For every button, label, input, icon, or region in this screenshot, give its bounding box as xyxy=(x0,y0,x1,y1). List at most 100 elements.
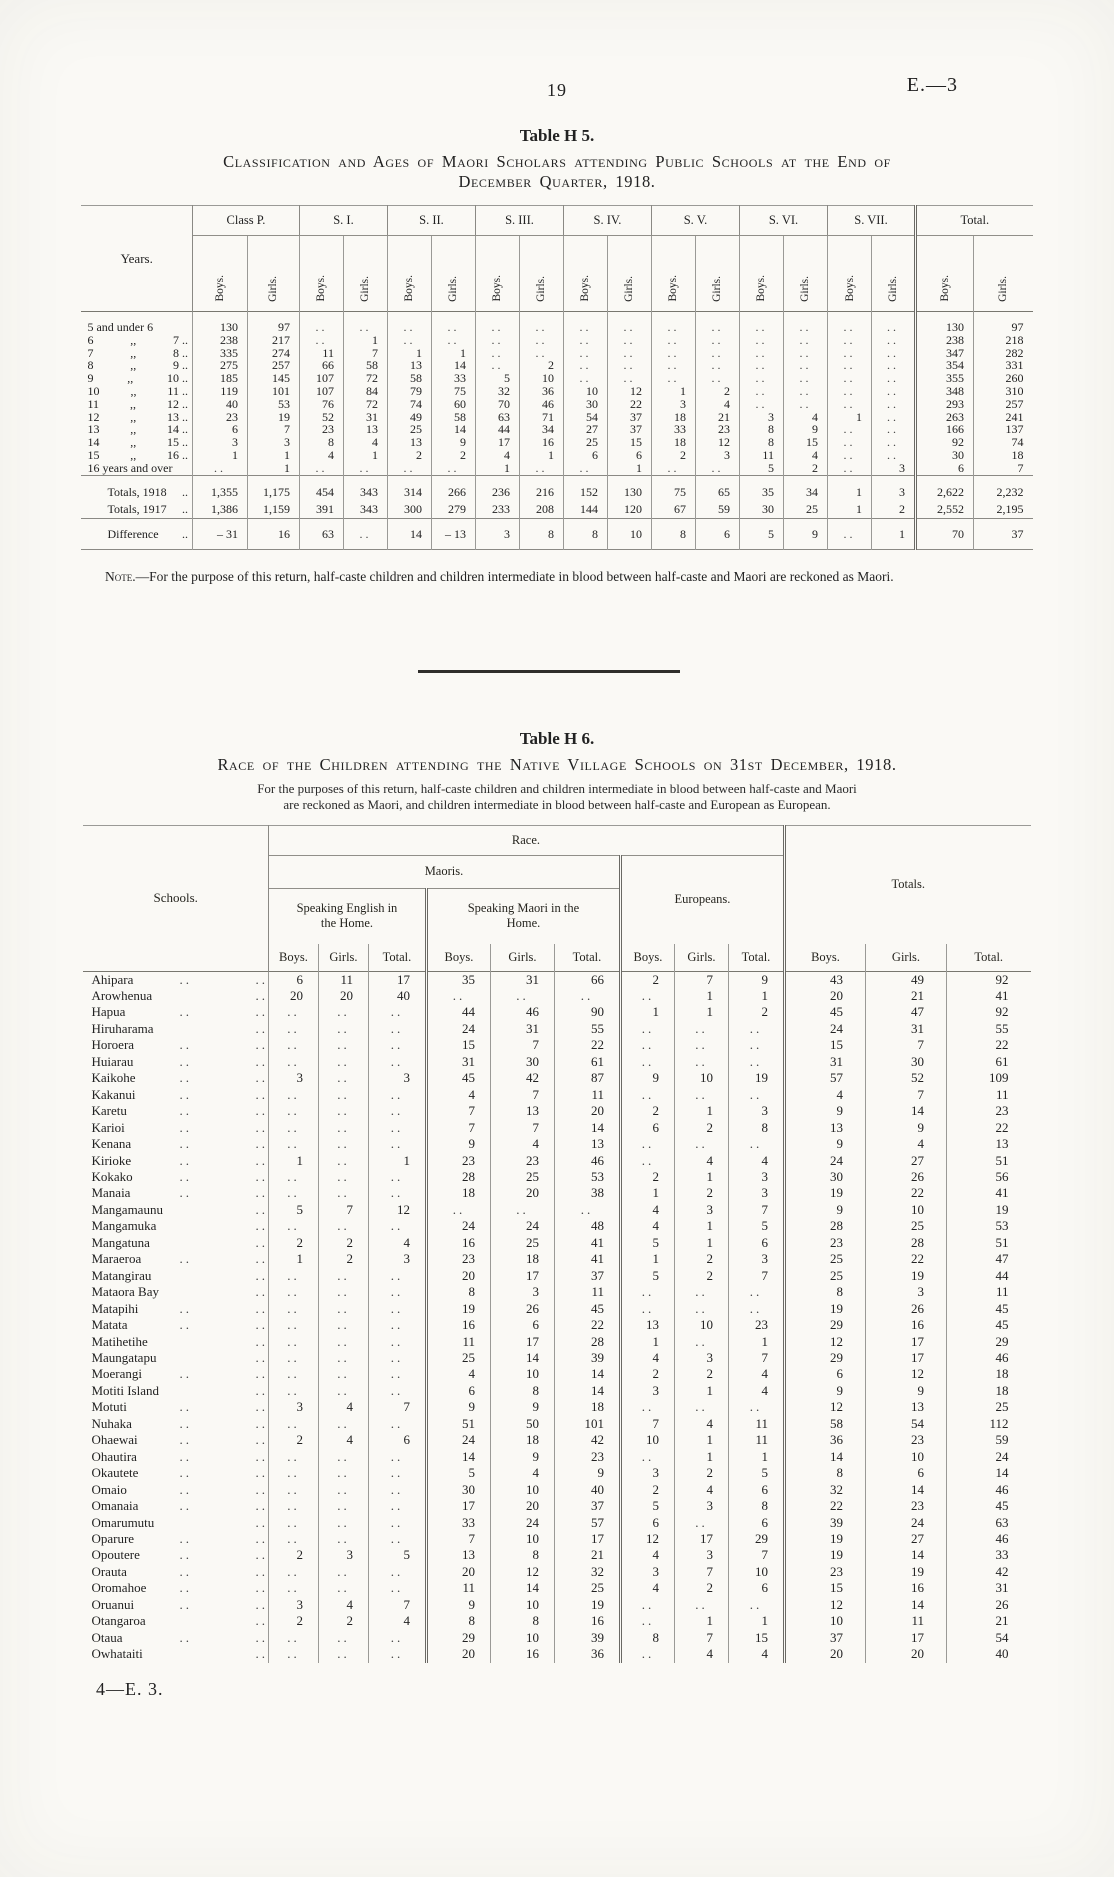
h6-school-label: Omarumutu.. xyxy=(83,1515,268,1531)
h5-cell: 347 xyxy=(914,346,974,360)
h5-cell: 97 xyxy=(246,311,300,334)
h6-cell: 19 xyxy=(782,1547,866,1564)
h6-cell: 23 xyxy=(489,1152,555,1169)
h5-cell: 119 xyxy=(191,385,248,398)
h5-girls-header: Girls. xyxy=(606,235,652,312)
h6-cell: 2 xyxy=(673,1366,729,1383)
h5-cell: .. xyxy=(871,372,916,385)
h6-school-label: Orauta.... xyxy=(83,1564,268,1580)
school-name: Omanaia xyxy=(91,1498,139,1514)
h5-cell: .. xyxy=(650,359,696,373)
h6-cell: 4 xyxy=(727,1646,785,1663)
leader-dots: .. xyxy=(255,988,268,1004)
h5-totals-rows: Totals, 1918.. 1,355 1,175 454 343 314 266 236 2… xyxy=(81,475,1033,519)
h6-cell: .. xyxy=(317,1185,369,1202)
h6-cell: .. xyxy=(367,1020,427,1038)
h5-row: 12,, 13 .. 23 19 52 31 49 58 63 71 54 37 18 21 3 4 1.. 26… xyxy=(81,410,1033,424)
h6-row: Maraeroa.... 1 2 3 23 18 41 1 2 3 25 22 47 xyxy=(83,1251,1031,1268)
h6-row: Ohaewai.... 2 4 6 24 18 42 10 1 11 36 23 59 xyxy=(83,1432,1031,1449)
h6-cell: .. xyxy=(267,1415,319,1433)
h6-cell: .. xyxy=(267,1103,319,1120)
h5-cell: 343 xyxy=(342,500,388,519)
h6-cell: 31 xyxy=(424,1053,491,1071)
h5-cell: 218 xyxy=(972,333,1033,347)
h6-cell: 20 xyxy=(424,1267,491,1285)
h6-cell: 1 xyxy=(727,1333,785,1350)
h5-cell: 10 xyxy=(606,518,652,550)
h6-cell: 8 xyxy=(489,1382,555,1400)
h5-cell: 9 xyxy=(430,436,476,449)
h5-cell: 144 xyxy=(562,500,608,519)
h6-cell: .. xyxy=(317,1629,369,1647)
h6-cell: 17 xyxy=(864,1349,947,1367)
h6-cell: 23 xyxy=(553,1448,621,1466)
leader-dots: .. xyxy=(179,1037,192,1053)
h6-cell: .. xyxy=(618,1136,675,1153)
leader-dots: .. xyxy=(255,1020,268,1036)
h6-cell: 56 xyxy=(945,1169,1031,1186)
h5-cell: 1 xyxy=(246,449,300,462)
h6-cell: 6 xyxy=(618,1119,675,1137)
h6-cell: 58 xyxy=(782,1415,866,1433)
h6-school-label: Otangaroa.. xyxy=(83,1613,268,1629)
h5-sub-header-row: Boys. Girls. Boys. Girls. Boys. Girls. B… xyxy=(81,235,1033,312)
h6-cell: .. xyxy=(618,988,675,1005)
leader-dots: .. xyxy=(255,1251,268,1267)
h5-girls-header: Girls. xyxy=(430,235,476,312)
h5-total-boys-header: Boys. xyxy=(914,235,974,312)
h6-school-label: Mangamaunu.. xyxy=(83,1202,268,1218)
h6-cell: 18 xyxy=(945,1366,1031,1383)
leader-dots: .. xyxy=(255,1580,268,1596)
h5-group-s5: S. V. xyxy=(650,205,740,236)
h5-cell: 71 xyxy=(518,410,564,424)
h5-row-label-text: 10,, 11 .. xyxy=(87,385,188,398)
h5-cell: 44 xyxy=(474,423,520,437)
school-name: Mangatuna xyxy=(91,1234,150,1250)
h6-cell: 3 xyxy=(317,1547,369,1564)
h5-row-label: 10,, 11 .. xyxy=(81,385,192,398)
leader-dots: .. xyxy=(255,1317,268,1333)
h6-cell: 4 xyxy=(367,1613,427,1630)
h6-race-header: Race. xyxy=(268,825,785,856)
h6-cell: 31 xyxy=(489,971,555,989)
leader-dots: .. xyxy=(255,1646,268,1662)
h6-cell: 41 xyxy=(945,1185,1031,1202)
label-part: Totals, 1918 xyxy=(107,484,167,499)
leader-dots: .. xyxy=(179,1317,192,1333)
h6-row: Kenana.......... 9 4 13...... 9 4 13 xyxy=(83,1136,1031,1153)
h5-cell: 166 xyxy=(914,423,974,437)
school-name: Kakanui xyxy=(91,1086,136,1102)
school-name: Mataora Bay xyxy=(91,1284,159,1300)
girls-label: Girls. xyxy=(267,276,280,302)
label-part: .. xyxy=(181,484,188,499)
h5-cell: 58 xyxy=(342,359,388,373)
h5-cell: 65 xyxy=(694,475,740,501)
h6-cell: .. xyxy=(553,988,621,1005)
girls-label: Girls. xyxy=(623,276,636,302)
h5-group-total: Total. xyxy=(913,205,1033,236)
h5-row-label-text: 7,, 8 .. xyxy=(87,346,188,360)
h6-school-label: Oromahoe.... xyxy=(83,1580,268,1596)
h5-cell: 13 xyxy=(386,436,432,449)
leader-dots: .. xyxy=(179,1530,192,1546)
subcaption-line-2: are reckoned as Maori, and children inte… xyxy=(283,796,831,812)
h6-cell: .. xyxy=(317,1382,369,1400)
h5-cell: 4 xyxy=(694,397,740,411)
h6-cell: .. xyxy=(317,1333,369,1350)
h5-cell: 3 xyxy=(191,436,248,449)
h5-cell: .. xyxy=(562,333,608,347)
h5-cell: 391 xyxy=(298,500,344,519)
h6-cell: 59 xyxy=(945,1432,1031,1449)
h5-cell: 32 xyxy=(474,385,520,398)
h6-row: Mataora Bay........ 8 3 11...... 8 3 11 xyxy=(83,1284,1031,1301)
h5-cell: .. xyxy=(386,333,432,347)
school-name: Karetu xyxy=(91,1103,127,1119)
h5-cell: .. xyxy=(474,346,520,360)
school-name: Okautete xyxy=(91,1465,139,1481)
h6-cell: 3 xyxy=(727,1185,785,1202)
h6-cell: .. xyxy=(367,1563,427,1581)
h6-cell: .. xyxy=(367,1448,427,1466)
h6-school-label: Otaua.... xyxy=(83,1630,268,1646)
h6-cell: 5 xyxy=(267,1201,319,1219)
h6-cell: 20 xyxy=(424,1563,491,1581)
